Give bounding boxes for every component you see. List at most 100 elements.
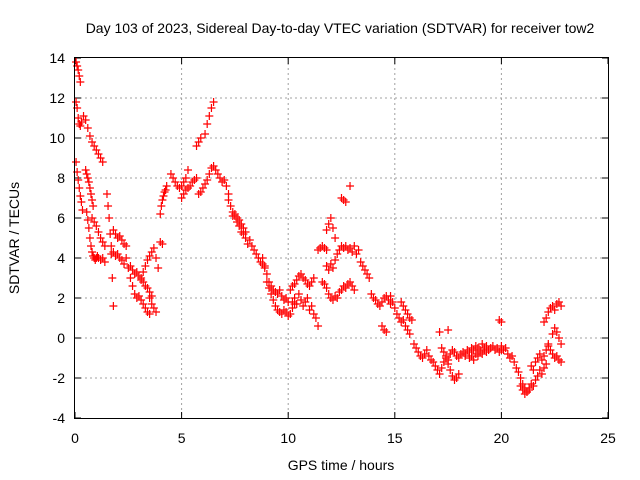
data-point xyxy=(328,264,337,272)
data-point xyxy=(183,166,192,174)
data-point xyxy=(245,236,254,244)
data-point xyxy=(343,280,352,288)
data-point xyxy=(75,72,84,80)
data-point xyxy=(143,308,152,316)
data-point xyxy=(179,178,188,186)
data-point xyxy=(305,282,314,290)
data-point xyxy=(433,366,442,374)
data-point xyxy=(207,104,216,112)
data-point xyxy=(209,98,218,106)
data-point xyxy=(371,296,380,304)
data-point xyxy=(139,300,148,308)
data-point xyxy=(333,250,342,258)
data-point xyxy=(237,220,246,228)
data-point xyxy=(403,326,412,334)
data-point xyxy=(337,286,346,294)
data-point xyxy=(322,246,331,254)
data-point xyxy=(437,344,446,352)
data-point xyxy=(505,354,514,362)
data-point xyxy=(322,284,331,292)
data-point xyxy=(160,188,169,196)
data-point xyxy=(439,348,448,356)
data-point xyxy=(531,376,540,384)
data-point xyxy=(141,262,150,270)
data-point xyxy=(85,184,94,192)
data-point xyxy=(220,176,229,184)
data-point xyxy=(72,158,81,166)
x-tick-labels: 0 5 10 15 20 25 xyxy=(71,430,616,446)
data-point xyxy=(550,324,559,332)
data-point xyxy=(448,372,457,380)
data-point xyxy=(241,228,250,236)
data-point xyxy=(478,350,487,358)
data-point xyxy=(82,170,91,178)
data-point xyxy=(452,374,461,382)
data-point xyxy=(537,370,546,378)
data-point xyxy=(446,366,455,374)
data-point xyxy=(533,372,542,380)
data-point xyxy=(75,184,84,192)
data-point xyxy=(343,246,352,254)
data-point xyxy=(388,298,397,306)
data-point xyxy=(301,298,310,306)
data-point xyxy=(305,306,314,314)
data-point xyxy=(299,274,308,282)
data-point xyxy=(303,294,312,302)
data-point xyxy=(378,298,387,306)
data-point xyxy=(115,232,124,240)
data-point xyxy=(540,318,549,326)
data-point xyxy=(147,292,156,300)
data-point xyxy=(243,240,252,248)
data-point xyxy=(126,274,135,282)
data-point xyxy=(286,286,295,294)
data-point xyxy=(369,294,378,302)
data-point xyxy=(412,344,421,352)
data-point xyxy=(122,254,131,262)
y-tick-label: -4 xyxy=(53,410,66,426)
data-point xyxy=(331,256,340,264)
data-point xyxy=(331,234,340,242)
data-point xyxy=(318,242,327,250)
data-point xyxy=(401,322,410,330)
data-point xyxy=(86,190,95,198)
data-point xyxy=(503,350,512,358)
data-point xyxy=(85,234,94,242)
data-point xyxy=(373,300,382,308)
data-point xyxy=(228,212,237,220)
data-point xyxy=(158,196,167,204)
data-point xyxy=(205,112,214,120)
data-point xyxy=(307,278,316,286)
data-point xyxy=(552,352,561,360)
data-point xyxy=(448,346,457,354)
data-point xyxy=(190,176,199,184)
data-point xyxy=(548,302,557,310)
data-point xyxy=(358,262,367,270)
data-point xyxy=(318,278,327,286)
y-tick-label: 2 xyxy=(57,290,65,306)
data-point xyxy=(196,134,205,142)
data-point xyxy=(352,250,361,258)
data-point xyxy=(100,258,109,266)
data-point xyxy=(271,302,280,310)
data-point xyxy=(380,294,389,302)
y-tick-label: 6 xyxy=(57,210,65,226)
x-tick-label: 0 xyxy=(71,430,79,446)
data-point xyxy=(88,248,97,256)
data-point xyxy=(215,174,224,182)
data-point xyxy=(252,250,261,258)
data-point xyxy=(348,248,357,256)
data-point xyxy=(444,326,453,334)
data-point xyxy=(262,270,271,278)
data-point xyxy=(339,196,348,204)
data-point xyxy=(96,154,105,162)
data-point xyxy=(540,352,549,360)
data-point xyxy=(226,202,235,210)
data-point xyxy=(454,370,463,378)
data-point xyxy=(380,326,389,334)
data-point xyxy=(501,344,510,352)
data-point xyxy=(540,364,549,372)
data-point xyxy=(147,300,156,308)
data-point xyxy=(279,296,288,304)
data-point xyxy=(111,252,120,260)
data-point xyxy=(544,342,553,350)
